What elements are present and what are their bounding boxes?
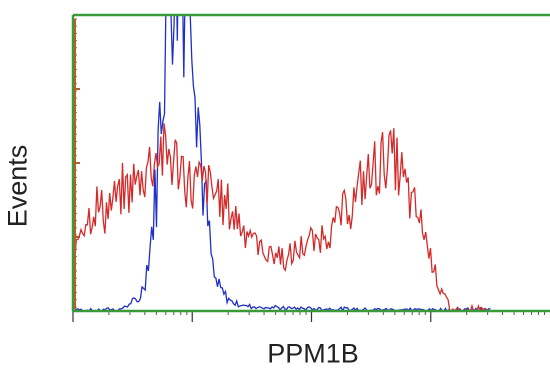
series-2-line — [73, 123, 488, 311]
x-axis-label: PPM1B — [267, 338, 359, 369]
series-lines — [73, 15, 491, 311]
y-axis-label: Events — [2, 144, 33, 228]
series-1-line — [73, 15, 491, 311]
tick-marks — [72, 18, 546, 322]
axes — [71, 13, 550, 313]
